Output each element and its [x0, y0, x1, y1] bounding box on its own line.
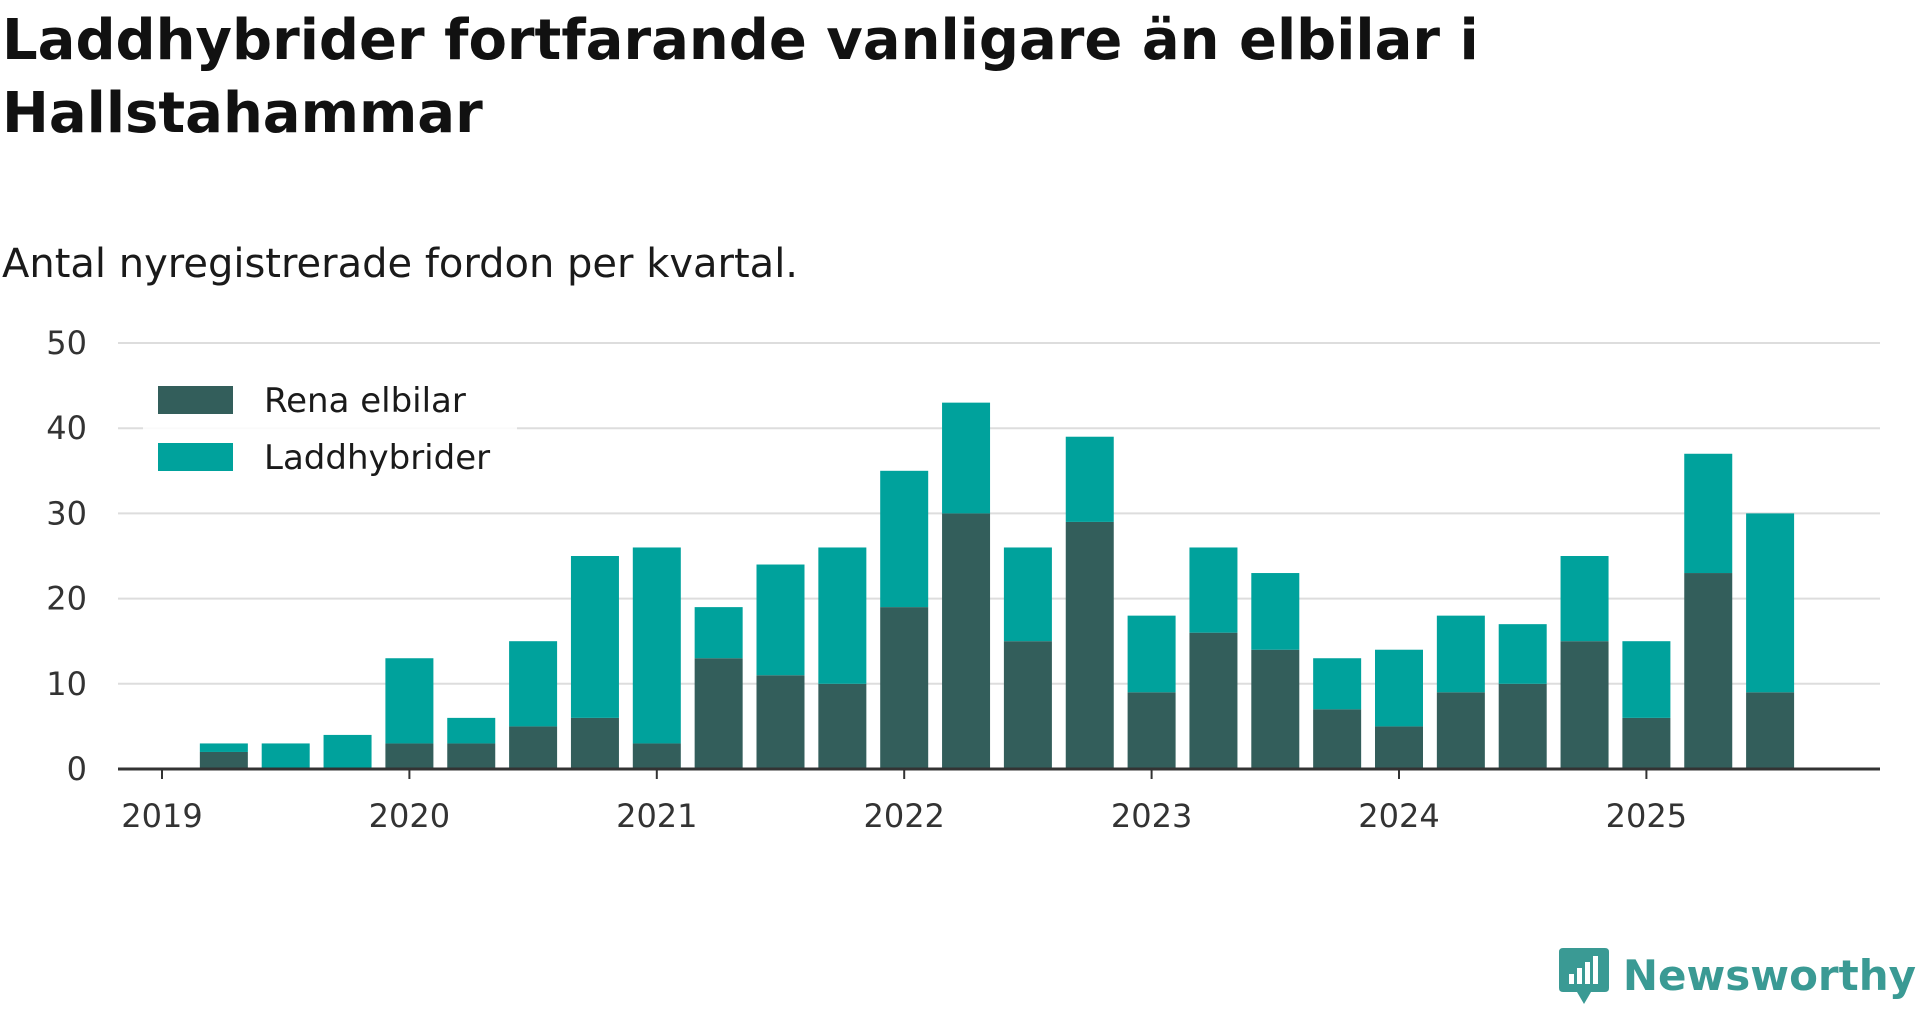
bar-rena-elbilar	[509, 726, 558, 769]
x-tick-label: 2019	[121, 797, 202, 835]
y-axis-ticks: 0 10 20 30 40 50	[46, 324, 87, 788]
x-tick-label: 2022	[863, 797, 944, 835]
bar-rena-elbilar	[447, 743, 496, 769]
bar-laddhybrider	[1375, 649, 1423, 727]
bar-rena-elbilar	[1684, 573, 1733, 769]
bar-laddhybrider	[509, 641, 558, 727]
bar-rena-elbilar	[1560, 641, 1609, 769]
x-axis: 2019 2020 2021 2022 2023 2024 2025	[118, 767, 1880, 835]
bar-rena-elbilar	[1127, 692, 1176, 769]
bar-laddhybrider	[1746, 513, 1795, 693]
bar-laddhybrider	[1189, 547, 1238, 633]
y-tick-label: 10	[46, 665, 87, 703]
bar-rena-elbilar	[1251, 649, 1300, 769]
x-tick-label: 2023	[1111, 797, 1192, 835]
bar-laddhybrider	[323, 734, 372, 769]
legend-swatch	[158, 443, 233, 471]
bar-laddhybrider	[818, 547, 867, 684]
y-tick-label: 50	[46, 324, 87, 362]
legend-label: Rena elbilar	[264, 381, 466, 421]
bar-rena-elbilar	[942, 513, 991, 769]
chart-title: Laddhybrider fortfarande vanligare än el…	[2, 8, 1479, 146]
bar-rena-elbilar	[818, 683, 867, 769]
bar-laddhybrider	[1498, 624, 1547, 684]
bar-laddhybrider	[1436, 615, 1485, 693]
bar-laddhybrider	[447, 717, 496, 744]
bar-rena-elbilar	[1622, 717, 1671, 769]
bar-laddhybrider	[756, 564, 805, 676]
bar-rena-elbilar	[1065, 521, 1114, 769]
bar-laddhybrider	[385, 658, 434, 744]
bar-laddhybrider	[261, 743, 310, 769]
bar-laddhybrider	[1313, 658, 1362, 710]
bar-laddhybrider	[942, 402, 991, 514]
bars	[199, 402, 1795, 769]
bar-rena-elbilar	[632, 743, 681, 769]
bar-rena-elbilar	[1498, 683, 1547, 769]
bar-rena-elbilar	[199, 751, 248, 769]
bar-laddhybrider	[632, 547, 681, 744]
bar-rena-elbilar	[1003, 641, 1052, 769]
y-tick-label: 0	[67, 750, 87, 788]
bar-rena-elbilar	[756, 675, 805, 769]
legend-swatch	[158, 386, 233, 414]
bar-rena-elbilar	[385, 743, 434, 769]
bar-rena-elbilar	[1746, 692, 1795, 769]
y-tick-label: 40	[46, 409, 87, 447]
newsworthy-logo-icon	[1558, 948, 1609, 1004]
y-tick-label: 20	[46, 580, 87, 618]
bar-laddhybrider	[1684, 453, 1733, 574]
bar-laddhybrider	[570, 556, 619, 718]
brand-logo: Newsworthy	[1558, 948, 1916, 1004]
bar-rena-elbilar	[1189, 632, 1238, 769]
x-tick-label: 2020	[369, 797, 450, 835]
bar-laddhybrider	[1003, 547, 1052, 642]
legend-label: Laddhybrider	[264, 438, 490, 478]
x-tick-label: 2025	[1606, 797, 1687, 835]
bar-laddhybrider	[1622, 641, 1671, 718]
bar-laddhybrider	[694, 607, 743, 659]
bar-rena-elbilar	[880, 607, 929, 769]
brand-name: Newsworthy	[1622, 951, 1916, 1000]
bar-rena-elbilar	[1436, 692, 1485, 769]
bar-rena-elbilar	[694, 658, 743, 769]
legend: Rena elbilar Laddhybrider	[143, 377, 517, 492]
bar-laddhybrider	[1065, 436, 1114, 522]
bar-rena-elbilar	[570, 717, 619, 769]
x-tick-label: 2021	[616, 797, 697, 835]
bar-laddhybrider	[199, 743, 248, 752]
chart-subtitle: Antal nyregistrerade fordon per kvartal.	[2, 241, 799, 287]
bar-rena-elbilar	[1313, 709, 1362, 769]
bar-laddhybrider	[880, 470, 929, 608]
bar-laddhybrider	[1560, 556, 1609, 642]
bar-laddhybrider	[1127, 615, 1176, 693]
y-tick-label: 30	[46, 494, 87, 532]
x-tick-label: 2024	[1358, 797, 1439, 835]
bar-rena-elbilar	[1375, 726, 1423, 769]
bar-laddhybrider	[1251, 573, 1300, 650]
